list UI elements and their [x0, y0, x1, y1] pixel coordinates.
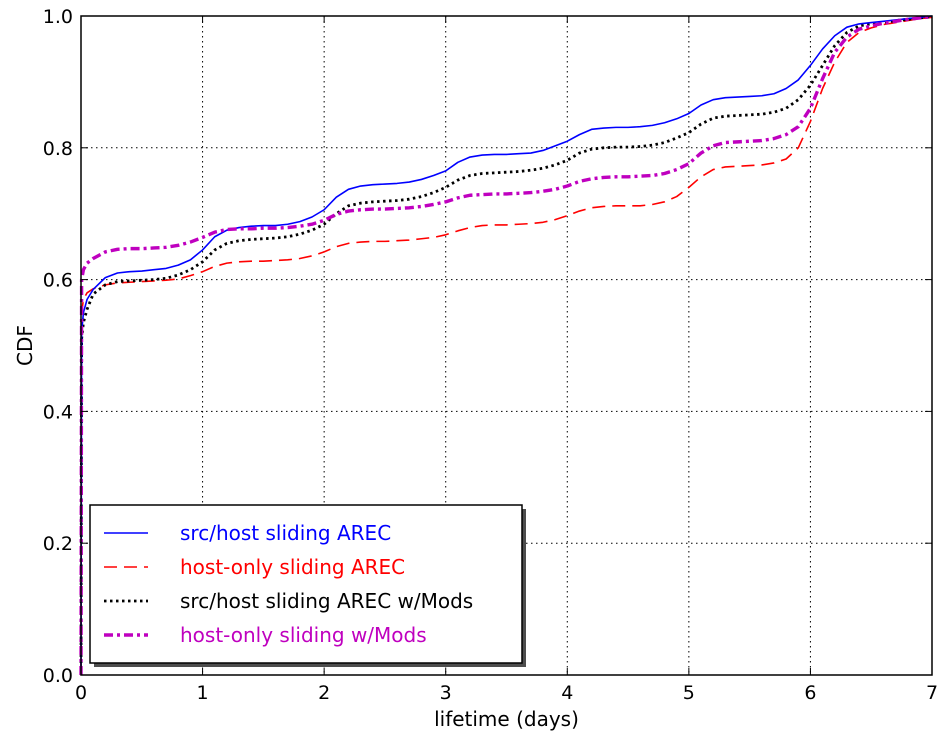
y-axis-label: CDF	[13, 325, 37, 366]
legend-label: src/host sliding AREC	[180, 521, 391, 545]
y-tick-label: 0.6	[43, 270, 73, 292]
x-tick-label: 5	[683, 682, 695, 704]
legend-label: src/host sliding AREC w/Mods	[180, 589, 473, 613]
x-axis-label: lifetime (days)	[434, 707, 579, 731]
series-line-0	[80, 15, 933, 676]
series-line-3	[79, 14, 933, 676]
y-tick-label: 0.0	[43, 665, 73, 687]
legend-box	[89, 504, 523, 664]
x-tick-label: 6	[804, 682, 816, 704]
axis-ticks: 0 1 2 3 4 5 6 7 0.0 0.2 0.4 0.6 0.8 1.0	[43, 6, 938, 704]
y-tick-label: 1.0	[43, 6, 73, 28]
y-tick-label: 0.4	[43, 401, 73, 423]
series-line-1	[80, 16, 933, 676]
legend-label: host-only sliding AREC	[180, 555, 405, 579]
series-line-2	[79, 15, 933, 676]
y-tick-label: 0.8	[43, 138, 73, 160]
legend: src/host sliding AREC host-only sliding A…	[89, 504, 526, 667]
plot-frame	[80, 15, 933, 676]
x-tick-label: 2	[318, 682, 330, 704]
legend-label: host-only sliding w/Mods	[180, 623, 427, 647]
series-lines	[79, 14, 933, 676]
x-tick-label: 1	[197, 682, 209, 704]
x-tick-label: 3	[440, 682, 452, 704]
x-tick-label: 4	[561, 682, 573, 704]
x-tick-label: 7	[926, 682, 938, 704]
x-tick-label: 0	[75, 682, 87, 704]
y-tick-label: 0.2	[43, 533, 73, 555]
